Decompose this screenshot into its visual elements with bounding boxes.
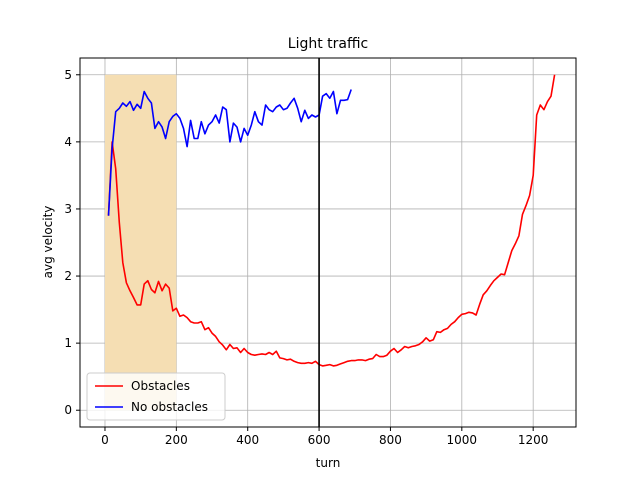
chart-title: Light traffic: [288, 36, 368, 52]
x-tick-label: 1200: [518, 433, 549, 447]
y-tick-label: 4: [64, 135, 72, 149]
legend-box: [86, 372, 226, 421]
x-tick-label: 400: [236, 433, 259, 447]
series-lines: [107, 74, 556, 367]
y-ticks: 0 1 2 3 4 5: [64, 68, 80, 417]
legend-label-no-obstacles: No obstacles: [131, 400, 208, 414]
series-line-no-obstacles: [107, 89, 352, 216]
x-tick-label: 200: [165, 433, 188, 447]
legend-label-obstacles: Obstacles: [131, 379, 190, 393]
series-line-obstacles: [107, 74, 556, 367]
y-tick-label: 1: [64, 336, 72, 350]
axes-border: [79, 57, 577, 428]
x-tick-label: 0: [101, 433, 109, 447]
y-tick-label: 3: [64, 202, 72, 216]
axes-frame: [79, 57, 577, 428]
x-ticks: 0 200 400 600 800 1000 1200: [101, 427, 548, 447]
y-tick-label: 2: [64, 269, 72, 283]
x-tick-label: 600: [308, 433, 331, 447]
y-tick-label: 5: [64, 68, 72, 82]
x-axis-label: turn: [316, 456, 341, 470]
shaded-region: [104, 74, 177, 411]
x-tick-label: 1000: [447, 433, 478, 447]
y-axis-label: avg velocity: [41, 206, 55, 279]
x-tick-label: 800: [379, 433, 402, 447]
legend: Obstacles No obstacles: [86, 372, 226, 421]
shaded-region-rect: [104, 74, 177, 411]
y-tick-label: 0: [64, 403, 72, 417]
